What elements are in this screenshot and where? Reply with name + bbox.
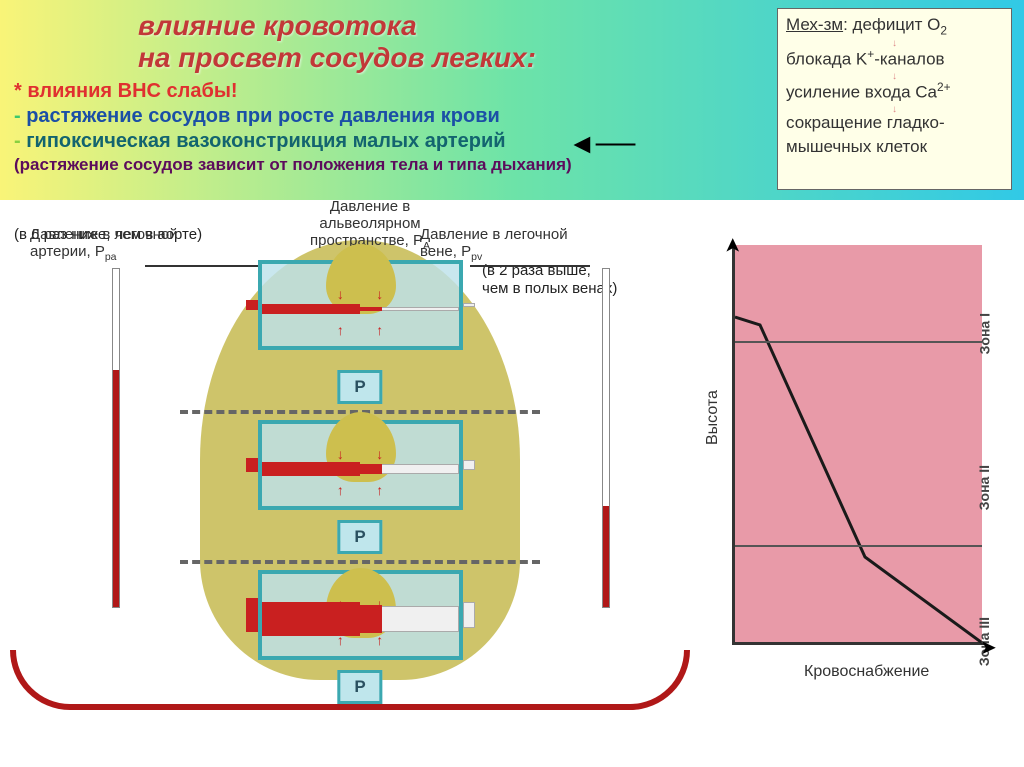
label-vein: Давление в легочной вене, Ppv <box>420 226 580 263</box>
formula: P <box>337 520 382 554</box>
lung-zones-diagram: Давление в альвеолярном пространстве, PA… <box>80 230 630 700</box>
zone-divider <box>180 560 540 564</box>
chart-xlabel: Кровоснабжение <box>804 663 929 681</box>
label-artery: Давление в легочной артерии, Ppa <box>30 226 200 263</box>
zone-chart: Высота Зона IЗона IIЗона III Кровоснабже… <box>694 235 1004 695</box>
chart-plot-area: Зона IЗона IIЗона III <box>732 245 982 645</box>
chart-line <box>735 245 985 645</box>
thermo-vein <box>602 268 610 608</box>
formula: P <box>337 370 382 404</box>
y-arrow-icon: ➤ <box>720 237 745 254</box>
thermo-artery <box>112 268 120 608</box>
chart-zone-label: Зона I <box>976 313 992 354</box>
arrow-icon: ◄── <box>568 128 635 160</box>
chart-ylabel: Высота <box>704 390 722 445</box>
mechanism-box: Мех-зм: дефицит O2 ↓ блокада K+-каналов … <box>777 8 1012 190</box>
x-arrow-icon: ➤ <box>980 635 997 660</box>
formula: P <box>337 670 382 704</box>
zone-panel: ↓↓↑↑ <box>258 260 463 350</box>
chart-zone-label: Зона II <box>976 465 992 510</box>
zone-panel: ↓↓↑↑ <box>258 420 463 510</box>
zone-panel: ↓↓↑↑ <box>258 570 463 660</box>
